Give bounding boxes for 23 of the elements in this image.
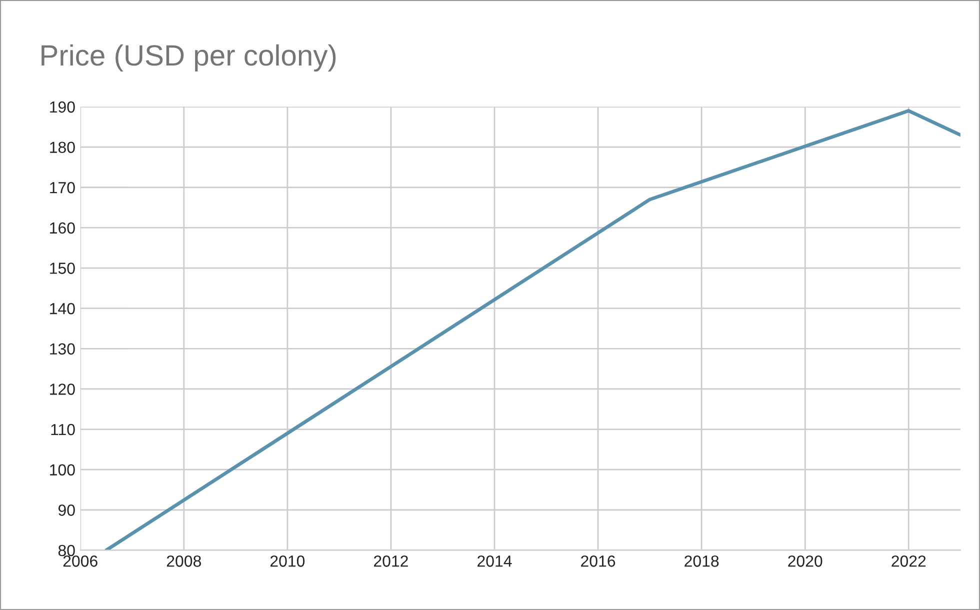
x-tick-label: 2010 bbox=[270, 556, 305, 567]
y-tick-label: 130 bbox=[50, 343, 75, 355]
line-series bbox=[104, 109, 960, 550]
x-tick-label: 2016 bbox=[581, 556, 616, 567]
y-tick-label: 180 bbox=[50, 142, 75, 154]
x-tick-label: 2012 bbox=[374, 556, 408, 567]
y-tick-label: 80 bbox=[58, 544, 75, 556]
x-tick-label: 2008 bbox=[166, 556, 201, 567]
y-tick-label: 160 bbox=[50, 222, 75, 234]
x-tick-label: 2020 bbox=[788, 556, 822, 567]
x-tick-label: 2014 bbox=[478, 556, 512, 567]
x-tick-label: 2022 bbox=[892, 556, 926, 567]
y-tick-label: 140 bbox=[50, 302, 75, 314]
chart-title: Price (USD per colony) bbox=[42, 44, 336, 72]
y-tick-label: 150 bbox=[50, 262, 75, 274]
y-tick-label: 170 bbox=[50, 182, 75, 194]
y-tick-label: 120 bbox=[50, 384, 75, 395]
y-tick-label: 90 bbox=[58, 504, 75, 516]
x-tick-label: 2006 bbox=[63, 556, 98, 567]
y-tick-label: 110 bbox=[51, 424, 75, 436]
y-tick-label: 190 bbox=[50, 101, 75, 113]
y-tick-label: 100 bbox=[50, 464, 75, 476]
x-tick-label: 2018 bbox=[684, 556, 719, 567]
